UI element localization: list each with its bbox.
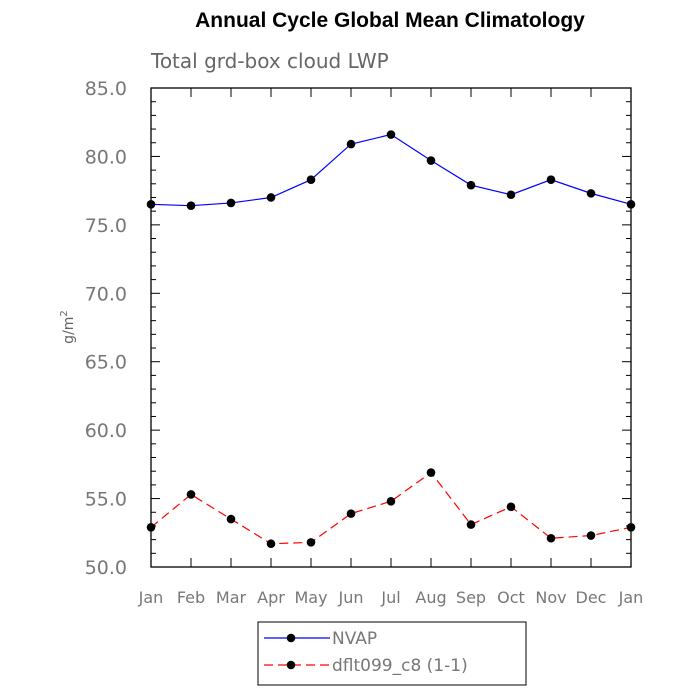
plot-frame xyxy=(150,87,632,568)
data-point xyxy=(226,198,236,208)
data-point xyxy=(386,497,396,506)
x-tick-label: May xyxy=(294,588,327,607)
y-axis-label-superscript: 2 xyxy=(59,310,70,316)
x-tick-label: Jul xyxy=(380,588,400,607)
data-point xyxy=(266,539,276,549)
y-tick-label: 80.0 xyxy=(85,146,127,168)
legend-marker xyxy=(286,633,296,643)
x-tick-label: Jan xyxy=(138,588,164,607)
series-line xyxy=(150,471,632,545)
legend-label: dflt099_c8 (1-1) xyxy=(332,656,468,676)
y-tick-label: 50.0 xyxy=(85,557,127,579)
data-point xyxy=(306,175,316,184)
data-point xyxy=(346,139,356,149)
y-tick-label: 75.0 xyxy=(85,215,127,237)
data-point xyxy=(546,533,556,543)
data-point xyxy=(386,130,396,139)
y-tick-label: 55.0 xyxy=(85,489,127,511)
svg-text:g/m2: g/m2 xyxy=(59,310,77,344)
data-point xyxy=(226,514,236,524)
x-tick-label: Aug xyxy=(415,588,446,607)
y-tick-label: 60.0 xyxy=(85,420,127,442)
data-point xyxy=(506,190,516,200)
data-point xyxy=(146,200,156,209)
x-tick-label: Jan xyxy=(618,588,644,607)
x-tick-label: Feb xyxy=(177,588,205,607)
data-point xyxy=(146,523,156,532)
legend-marker xyxy=(286,660,296,670)
y-tick-label: 70.0 xyxy=(85,283,127,305)
y-axis-label: g/m2 xyxy=(59,310,77,344)
data-point xyxy=(466,520,476,529)
y-tick-label: 85.0 xyxy=(85,78,127,100)
y-axis-label-base: g/m xyxy=(61,317,77,344)
x-tick-label: Mar xyxy=(216,588,247,607)
chart-title: Annual Cycle Global Mean Climatology xyxy=(195,9,585,32)
x-tick-label: Dec xyxy=(576,588,607,607)
x-tick-label: Oct xyxy=(497,588,525,607)
data-point xyxy=(586,189,596,198)
series-layer xyxy=(146,130,636,549)
data-point xyxy=(346,509,356,518)
data-point xyxy=(266,193,276,202)
data-point xyxy=(626,523,636,532)
chart-subtitle: Total grd-box cloud LWP xyxy=(150,49,389,73)
data-point xyxy=(426,156,436,165)
series-2 xyxy=(146,468,636,549)
plot-border xyxy=(150,87,632,568)
data-point xyxy=(506,502,516,512)
data-point xyxy=(306,538,316,547)
data-point xyxy=(546,175,556,184)
legend: NVAP dflt099_c8 (1-1) xyxy=(257,621,527,686)
data-point xyxy=(466,180,476,190)
x-axis: Jan Feb Mar Apr May Jun Jul Aug Sep Oct Nov Dec Jan xyxy=(138,88,644,607)
legend-box xyxy=(257,621,527,686)
series-line xyxy=(150,133,632,207)
data-point xyxy=(626,200,636,209)
data-point xyxy=(586,531,596,540)
x-tick-label: Jun xyxy=(338,588,364,607)
x-tick-label: Nov xyxy=(535,588,566,607)
x-tick-label: Apr xyxy=(257,588,285,607)
y-axis: 50.0 55.0 60.0 65.0 70.0 75.0 80.0 85.0 xyxy=(85,78,631,579)
series-1 xyxy=(146,130,636,210)
data-point xyxy=(186,201,196,210)
y-tick-label: 65.0 xyxy=(85,352,127,374)
x-tick-label: Sep xyxy=(456,588,486,607)
data-point xyxy=(186,490,196,499)
legend-label: NVAP xyxy=(332,629,377,649)
data-point xyxy=(426,468,436,477)
